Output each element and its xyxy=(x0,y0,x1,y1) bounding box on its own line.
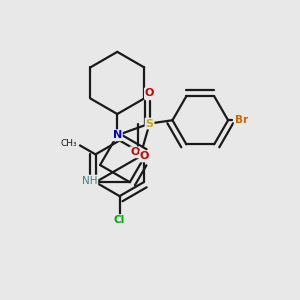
Text: NH: NH xyxy=(82,176,98,186)
Text: O: O xyxy=(130,147,140,157)
Text: O: O xyxy=(145,88,154,98)
Text: O: O xyxy=(140,152,149,161)
Text: CH₃: CH₃ xyxy=(60,139,77,148)
Text: Cl: Cl xyxy=(114,215,125,225)
Text: S: S xyxy=(146,118,154,128)
Text: N: N xyxy=(113,130,122,140)
Text: Br: Br xyxy=(235,115,248,125)
